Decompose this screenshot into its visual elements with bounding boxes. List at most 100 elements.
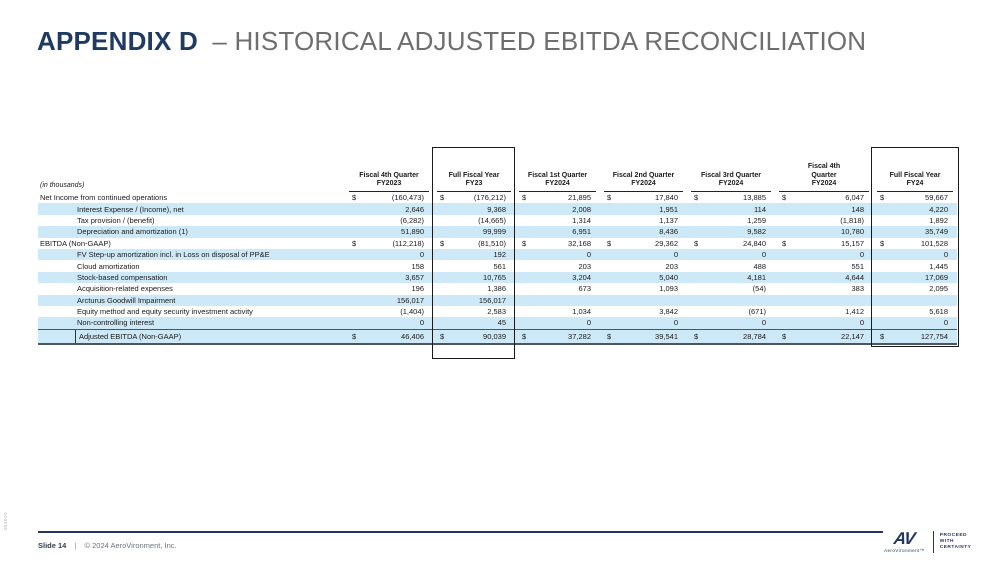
value-cell: $13,885: [687, 193, 775, 202]
value: 3,204: [572, 272, 591, 282]
footer-separator: |: [74, 541, 77, 550]
table-row: Interest Expense / (Income), net 2,646 9,3…: [38, 203, 957, 215]
value: 3,842: [659, 307, 678, 317]
value-cell: 156,017: [345, 296, 433, 305]
dollar-sign: [880, 307, 886, 316]
value-cell: 383: [775, 284, 873, 293]
value-cell: $ (112,218): [345, 239, 433, 248]
dollar-sign: [440, 284, 446, 293]
value: 2,646: [405, 204, 424, 214]
dollar-sign: [440, 216, 446, 225]
value-cell: (671): [687, 307, 775, 316]
adjusted-ebitda-total-row: Adjusted EBITDA (Non-GAAP) $46,406 $90,039…: [38, 328, 957, 346]
value: 9,368: [487, 204, 506, 214]
dollar-sign: [880, 318, 886, 327]
value-cell: (1,404): [345, 307, 433, 316]
aerovironment-wordmark: AeroVironment™: [884, 548, 925, 553]
dollar-sign: [522, 318, 528, 327]
value-cell: $39,541: [600, 332, 687, 341]
value-cell: $127,754: [873, 332, 957, 341]
dollar-sign: [694, 227, 700, 236]
value: 1,034: [572, 307, 591, 317]
dollar-sign: [694, 250, 700, 259]
dollar-sign: [694, 307, 700, 316]
row-label: Stock-based compensation: [77, 272, 168, 282]
row-label: Depreciation and amortization (1): [77, 227, 188, 237]
value-cell: 3,657: [345, 273, 433, 282]
dollar-sign: [880, 262, 886, 271]
value-cell: 1,892: [873, 216, 957, 225]
dollar-sign: [440, 296, 446, 305]
value: 0: [673, 318, 678, 328]
value: 0: [943, 318, 948, 328]
value-cell: 17,069: [873, 273, 957, 282]
value: 45: [497, 318, 506, 328]
column-header-line: FY2024: [631, 180, 656, 188]
dollar-sign: [352, 296, 358, 305]
value-cell: 0: [515, 250, 600, 259]
value-cell: 158: [345, 262, 433, 271]
dollar-sign: $: [694, 238, 699, 248]
value-cell: 2,646: [345, 205, 433, 214]
value-cell: 3,204: [515, 273, 600, 282]
value: 383: [851, 284, 864, 294]
dollar-sign: [522, 216, 528, 225]
dollar-sign: [440, 273, 446, 282]
value: 203: [578, 261, 591, 271]
value-cell: 0: [345, 250, 433, 259]
dollar-sign: [782, 250, 788, 259]
value: 0: [761, 250, 766, 260]
column-header-line: Fiscal 4th: [807, 163, 841, 171]
dollar-sign: [880, 273, 886, 282]
value: 10,765: [483, 272, 506, 282]
side-document-code: 053020: [3, 512, 8, 531]
dollar-sign: $: [352, 238, 357, 248]
value-cell: 0: [775, 318, 873, 327]
dollar-sign: [352, 205, 358, 214]
value: (176,212): [473, 193, 506, 203]
row-label: Net Income from continued operations: [40, 193, 168, 203]
value-cell: $15,157: [775, 239, 873, 248]
column-header-line: FY2024: [545, 180, 570, 188]
column-header-4: Fiscal 2nd Quarter FY2024: [600, 148, 687, 192]
dollar-sign: [352, 318, 358, 327]
dollar-sign: [352, 216, 358, 225]
value-cell: 1,259: [687, 216, 775, 225]
value-cell: $46,406: [345, 332, 433, 341]
dollar-sign: [607, 227, 613, 236]
value-cell: 51,890: [345, 227, 433, 236]
column-header-line: FY23: [465, 180, 483, 188]
dollar-sign: [607, 273, 613, 282]
value: 158: [411, 261, 424, 271]
dollar-sign: $: [880, 331, 885, 341]
value-cell: 6,951: [515, 227, 600, 236]
value-cell: $59,667: [873, 193, 957, 202]
dollar-sign: $: [880, 193, 885, 203]
dollar-sign: [880, 284, 886, 293]
dollar-sign: [440, 307, 446, 316]
table-row: Net Income from continued operations $ (16…: [38, 192, 957, 203]
dollar-sign: $: [440, 238, 445, 248]
value-cell: 203: [515, 262, 600, 271]
value-cell: 1,445: [873, 262, 957, 271]
logo-divider: [932, 531, 934, 553]
dollar-sign: $: [522, 331, 527, 341]
value-cell: $ (176,212): [433, 193, 515, 202]
value: 3,657: [405, 272, 424, 282]
row-label: EBITDA (Non-GAAP): [40, 238, 111, 248]
slide-number: Slide 14: [38, 541, 67, 550]
dollar-sign: [880, 216, 886, 225]
value: 46,406: [401, 331, 424, 341]
table-row: Stock-based compensation 3,657 10,765 3,204…: [38, 271, 957, 284]
dollar-sign: [522, 227, 528, 236]
value-cell: 673: [515, 284, 600, 293]
value-cell: 192: [433, 250, 515, 259]
value: 0: [943, 250, 948, 260]
value: 148: [851, 204, 864, 214]
value: 28,784: [743, 331, 766, 341]
dollar-sign: [880, 227, 886, 236]
value: 101,528: [920, 238, 948, 248]
value: 2,095: [929, 284, 948, 294]
value: (1,404): [400, 307, 424, 317]
dollar-sign: $: [694, 331, 699, 341]
